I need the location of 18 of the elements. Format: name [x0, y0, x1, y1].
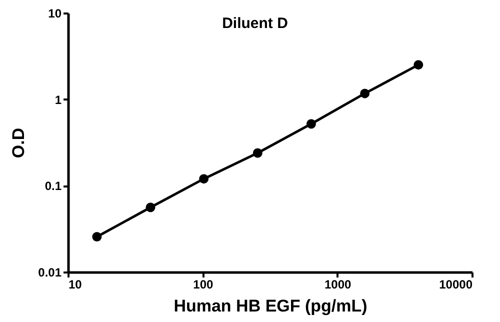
- y-axis-title: O.D: [9, 128, 28, 158]
- x-tick-label: 1000: [324, 278, 352, 292]
- chart-title: Diluent D: [222, 15, 288, 32]
- x-axis-title: Human HB EGF (pg/mL): [174, 296, 368, 316]
- y-tick-label: 0.1: [44, 179, 62, 194]
- point: [146, 202, 156, 212]
- point: [252, 148, 262, 158]
- x-tick-label: 10000: [439, 278, 473, 292]
- point: [199, 174, 209, 184]
- x-tick-label: 100: [193, 278, 214, 292]
- x-tick-label: 10: [68, 278, 82, 292]
- y-tick-label: 0.01: [38, 266, 62, 280]
- y-tick-label: 1: [54, 92, 62, 107]
- point: [306, 119, 316, 129]
- point: [360, 88, 370, 98]
- point: [414, 60, 424, 70]
- point: [92, 232, 102, 242]
- y-tick-label: 10: [48, 6, 62, 20]
